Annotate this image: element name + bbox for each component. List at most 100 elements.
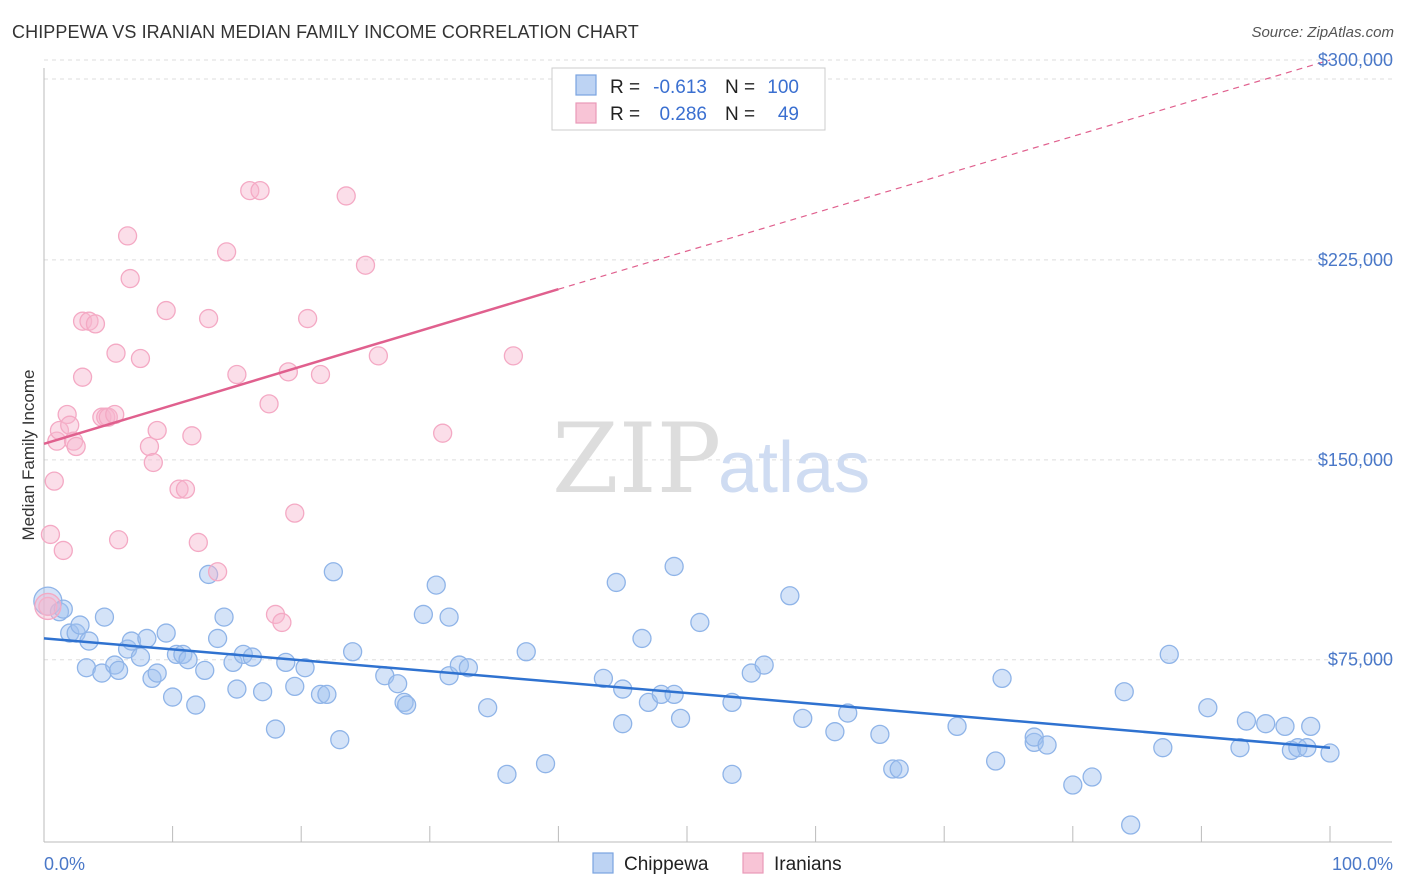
chippewa-point-47: [426, 575, 446, 595]
chippewa-point-93: [1256, 714, 1276, 734]
iranians-point-44: [336, 186, 356, 206]
chippewa-point-80: [992, 668, 1012, 689]
chippewa-point-64: [670, 708, 691, 729]
chippewa-point-98: [1301, 716, 1321, 737]
legend-n-label-1: N =: [725, 77, 755, 98]
chippewa-point-40: [323, 562, 344, 582]
chippewa-point-44: [394, 692, 414, 713]
chippewa-point-56: [593, 668, 614, 689]
iranians-point-20: [117, 226, 138, 246]
iranians-point-18: [108, 530, 129, 550]
chippewa-point-49: [439, 607, 459, 627]
chippewa-point-86: [1114, 682, 1134, 702]
legend-r-value-iranians: 0.286: [659, 104, 707, 125]
gridlines: [44, 59, 1392, 661]
chippewa-point-36: [295, 658, 315, 678]
chippewa-point-83: [1037, 735, 1057, 755]
chippewa-point-27: [214, 607, 234, 627]
chippewa-point-63: [664, 684, 684, 705]
chippewa-point-53: [497, 764, 517, 785]
chippewa-point-9: [94, 607, 115, 627]
iranians-point-0: [38, 596, 58, 617]
iranians-point-31: [198, 308, 219, 329]
legend: R = -0.613 N = 100 R = 0.286 N = 49: [551, 67, 826, 131]
chippewa-point-54: [516, 642, 536, 662]
iranians-point-32: [207, 562, 228, 582]
bottom-legend-swatch-iranians: [742, 852, 764, 874]
iranians-point-45: [355, 255, 376, 275]
chippewa-point-39: [330, 730, 350, 750]
chippewa-point-73: [825, 722, 845, 742]
iranians-point-46: [368, 346, 389, 366]
chippewa-point-75: [870, 724, 890, 745]
iranians-point-47: [433, 423, 453, 443]
chippewa-point-26: [207, 628, 228, 649]
chippewa-point-87: [1121, 815, 1141, 835]
chippewa-point-5: [70, 615, 90, 635]
iranians-point-29: [182, 426, 202, 446]
chippewa-point-15: [137, 628, 157, 649]
iranians-point-large: [34, 592, 62, 621]
chippewa-point-46: [413, 604, 434, 625]
chippewa-point-94: [1275, 716, 1295, 737]
iranians-point-25: [147, 420, 167, 441]
chippewa-point-17: [147, 663, 167, 683]
bottom-legend-chippewa: Chippewa: [624, 854, 709, 875]
chippewa-point-91: [1230, 738, 1250, 758]
chippewa-point-14: [130, 647, 151, 667]
iranians-point-9: [66, 436, 86, 457]
watermark: ZIP atlas: [552, 403, 870, 515]
legend-n-value-chippewa: 100: [767, 77, 799, 98]
chippewa-point-45: [397, 695, 417, 715]
iranians-point-10: [72, 367, 93, 387]
chippewa-point-76: [883, 759, 903, 779]
chippewa-point-38: [317, 684, 337, 705]
chippewa-point-71: [780, 586, 800, 606]
chippewa-trend-line: [43, 637, 1331, 749]
chippewa-point-57: [606, 572, 626, 593]
chippewa-point-58: [613, 714, 633, 734]
chippewa-point-35: [285, 676, 305, 697]
iranians-trend-line: [43, 288, 559, 446]
chippewa-point-18: [156, 623, 176, 643]
iranians-point-2: [44, 471, 64, 491]
y-axis-title: Median Family Income: [19, 369, 38, 540]
chippewa-point-29: [227, 679, 247, 699]
x-tick-label-right: 100.0%: [1332, 854, 1393, 874]
iranians-point-35: [240, 180, 260, 201]
y-tick-label-2: $225,000: [1318, 250, 1393, 270]
chippewa-point-74: [838, 703, 858, 723]
chippewa-point-68: [722, 764, 742, 785]
iranians-trend-extension: [558, 59, 1331, 290]
iranians-point-1: [40, 524, 61, 545]
chippewa-point-77: [889, 759, 909, 779]
iranians-point-24: [143, 452, 163, 473]
axes: [43, 68, 1392, 843]
legend-n-value-iranians: 49: [778, 104, 799, 125]
iranians-point-28: [175, 479, 196, 499]
legend-r-label-2: R =: [610, 104, 640, 125]
iranians-point-30: [188, 532, 208, 553]
chippewa-point-32: [252, 682, 273, 702]
watermark-zip: ZIP: [552, 403, 721, 515]
y-tick-label-3: $300,000: [1318, 50, 1393, 70]
chippewa-point-89: [1159, 644, 1179, 665]
iranians-point-23: [139, 436, 160, 457]
iranians-point-41: [285, 503, 305, 523]
legend-r-value-chippewa: -0.613: [653, 77, 707, 98]
chippewa-point-65: [664, 556, 684, 577]
chippewa-point-55: [535, 754, 556, 774]
chippewa-point-11: [108, 660, 129, 681]
chippewa-point-97: [1297, 738, 1317, 758]
chart-title: CHIPPEWA VS IRANIAN MEDIAN FAMILY INCOME…: [12, 22, 639, 42]
chippewa-point-22: [178, 650, 198, 670]
iranians-point-7: [60, 415, 80, 435]
chippewa-point-33: [265, 719, 286, 739]
chippewa-point-52: [478, 698, 498, 718]
chippewa-point-16: [142, 668, 162, 689]
tick-labels: $75,000 $150,000 $225,000 $300,000 0.0% 100.0…: [44, 50, 1393, 874]
chippewa-point-34: [276, 652, 296, 673]
iranians-point-13: [85, 314, 106, 334]
y-tick-label-0: $75,000: [1328, 650, 1393, 670]
